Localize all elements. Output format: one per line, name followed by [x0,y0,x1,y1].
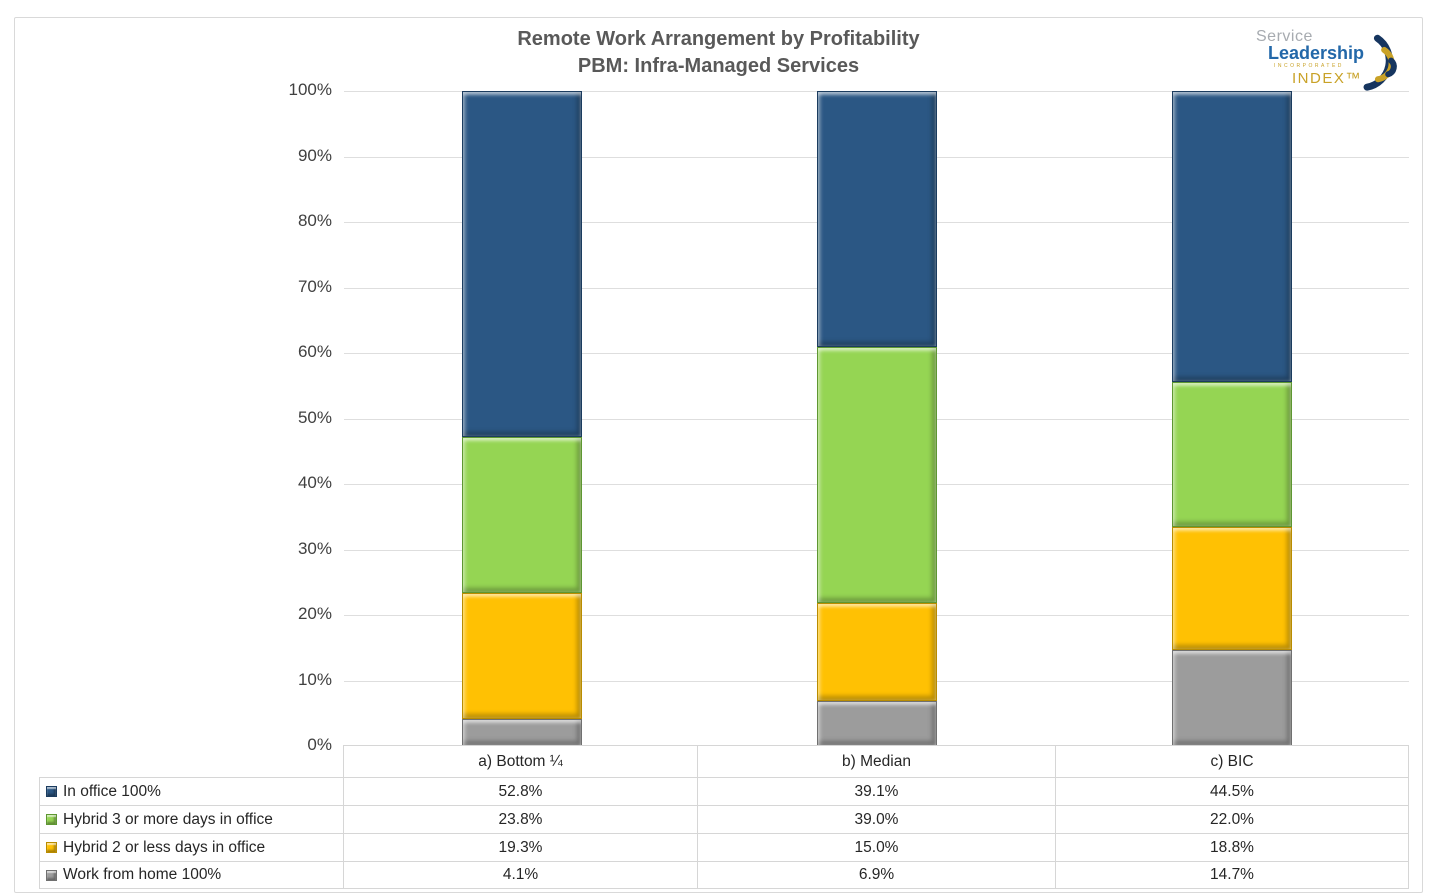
table-value-cell: 15.0% [698,834,1056,862]
table-value-cell: 52.8% [344,778,698,806]
legend-swatch-icon [46,842,57,853]
table-value-cell: 23.8% [344,806,698,834]
table-value-cell: 18.8% [1056,834,1409,862]
plot-area [344,91,1409,746]
table-value-cell: 39.0% [698,806,1056,834]
y-axis-tick-label: 40% [297,473,332,492]
legend-cell: Hybrid 2 or less days in office [39,834,344,862]
y-axis-tick-label: 70% [297,276,332,296]
table-category-header: a) Bottom ¼ [344,745,698,778]
bar-segment [816,602,937,701]
y-axis-tick-label: 0% [307,735,332,754]
bar-segment [816,700,937,746]
bar-segment [461,436,582,593]
logo-word-index: INDEX™ [1292,70,1362,87]
bar-segment [1171,382,1292,527]
logo-word-incorporated: INCORPORATED [1274,63,1344,69]
service-leadership-logo: Service Leadership INCORPORATED INDEX™ [1250,22,1410,100]
table-value-cell: 39.1% [698,778,1056,806]
y-axis-tick-label: 60% [297,342,332,361]
chart-frame: Remote Work Arrangement by Profitability… [14,17,1423,893]
bar-segment [1171,649,1292,746]
y-axis-tick-label: 100% [288,80,332,99]
legend-label: Work from home 100% [63,866,222,883]
table-category-header: b) Median [698,745,1056,778]
legend-label: Hybrid 2 or less days in office [63,838,266,856]
logo-swoosh-icon [1363,34,1397,91]
bar-segment [461,592,582,720]
legend-swatch-icon [46,869,57,881]
table-value-cell: 4.1% [344,862,698,889]
table-value-cell: 22.0% [1056,806,1409,834]
chart-title-line1: Remote Work Arrangement by Profitability [517,28,920,50]
legend-label: Hybrid 3 or more days in office [63,810,273,828]
chart-title: Remote Work Arrangement by Profitability… [15,26,1422,80]
legend-cell: Hybrid 3 or more days in office [39,806,344,834]
data-table: a) Bottom ¼ b) Median c) BIC In office 100%… [39,745,1409,889]
bar-segment [461,91,582,437]
bar-segment [1171,526,1292,650]
bar-segment [816,347,937,603]
y-axis-tick-label: 30% [297,538,332,558]
table-value-cell: 44.5% [1056,778,1409,806]
legend-swatch-icon [46,786,57,797]
table-blank-cell [39,745,344,778]
table-value-cell: 6.9% [698,862,1056,889]
legend-cell: In office 100% [39,778,344,806]
table-value-cell: 19.3% [344,834,698,862]
bar-segment [816,91,937,348]
legend-label: In office 100% [63,782,161,800]
logo-word-service: Service [1256,28,1313,45]
legend-cell: Work from home 100% [39,862,344,889]
bar-segment [1171,91,1292,383]
logo-word-leadership: Leadership [1268,43,1365,63]
table-value-cell: 14.7% [1056,862,1409,889]
chart-title-line2: PBM: Infra-Managed Services [577,55,860,77]
y-axis-tick-label: 20% [297,604,332,623]
bar-segment [461,719,582,746]
table-category-header: c) BIC [1056,745,1409,778]
y-axis-tick-label: 50% [297,407,332,427]
y-axis-tick-label: 80% [297,211,332,230]
y-axis-tick-label: 90% [297,145,332,165]
legend-swatch-icon [46,814,57,825]
y-axis-tick-label: 10% [297,669,332,689]
